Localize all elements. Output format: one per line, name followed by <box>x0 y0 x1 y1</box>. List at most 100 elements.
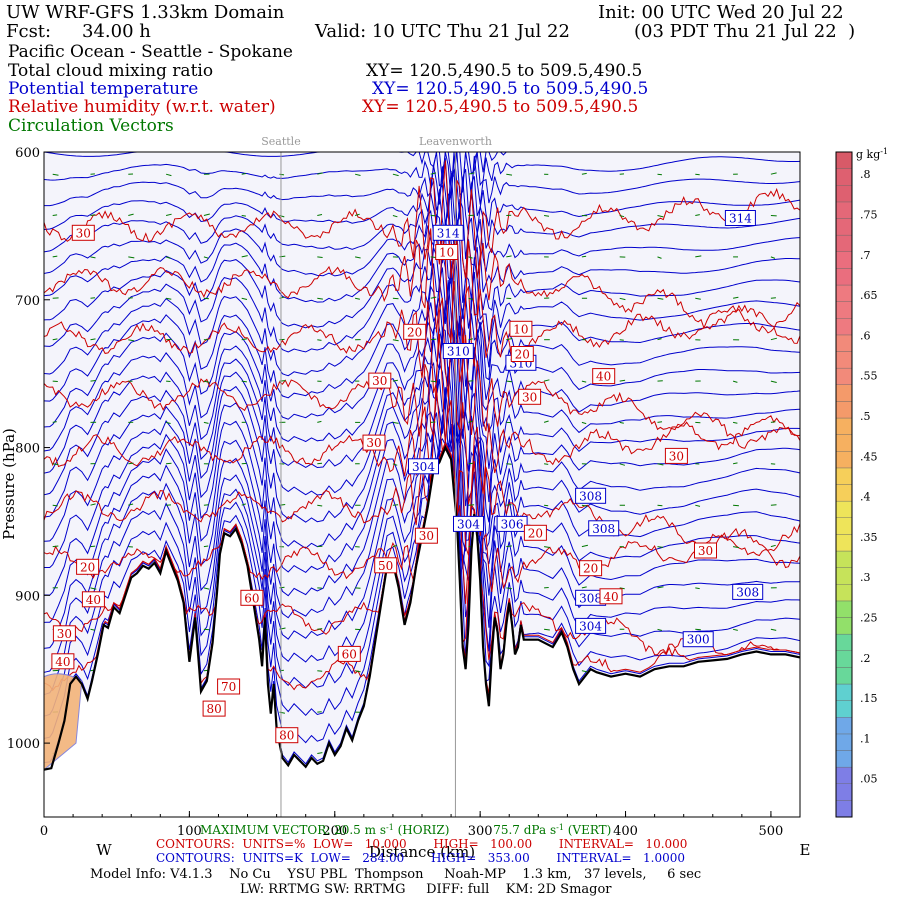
contour-label: 304 <box>457 517 480 531</box>
colorbar-swatch <box>835 218 853 236</box>
vector-arrow <box>770 337 778 341</box>
theta-contour-line <box>43 425 801 717</box>
contour-label-box <box>337 645 361 662</box>
vector-arrow <box>279 173 285 176</box>
theta-contour-line <box>43 387 801 649</box>
theta-contour-line <box>43 404 800 673</box>
vector-arrow <box>241 173 247 175</box>
colorbar-swatch <box>835 168 853 186</box>
colorbar-tick-label: .5 <box>860 410 871 423</box>
vector-arrow <box>695 173 700 176</box>
vector-arrow <box>128 297 133 299</box>
vector-arrow <box>165 256 171 259</box>
colorbar-swatch <box>835 201 853 219</box>
vector-arrow <box>279 586 285 589</box>
vector-arrow <box>770 421 776 423</box>
vector-arrow <box>279 215 285 218</box>
colorbar-frame <box>835 151 853 818</box>
contour-label: 40 <box>86 593 101 607</box>
vector-arrow <box>392 463 398 466</box>
vector-arrow <box>506 380 513 383</box>
colorbar-swatch <box>835 234 853 252</box>
x-tick-label: 400 <box>613 824 638 839</box>
vector-arrow <box>52 255 58 258</box>
vector-arrow <box>581 255 587 258</box>
vector-arrow <box>506 255 512 258</box>
vector-arrow <box>544 628 550 631</box>
vector-arrow <box>581 586 587 589</box>
rh-contour-line <box>43 387 801 516</box>
contour-label: 10 <box>439 246 454 260</box>
colorbar-swatch <box>835 584 853 602</box>
contour-label-box <box>51 653 75 670</box>
colorbar-swatch <box>835 151 853 169</box>
contour-label: 30 <box>57 627 72 641</box>
vector-arrow <box>657 215 664 218</box>
colorbar-tick-label: .45 <box>860 450 878 463</box>
vector-arrow <box>657 338 662 341</box>
colorbar-swatch <box>835 401 853 419</box>
variable-rh-xy: XY= 120.5,490.5 to 509.5,490.5 <box>362 97 639 117</box>
rh-contour-line <box>43 228 801 346</box>
contour-label-box <box>414 527 438 544</box>
vector-arrow <box>203 256 209 259</box>
vector-arrow <box>657 504 663 507</box>
vector-arrow <box>619 215 625 218</box>
contour-label-box <box>575 617 607 634</box>
contour-label: 308 <box>736 585 759 599</box>
colorbar-swatch <box>835 417 853 435</box>
contour-label-box <box>374 557 398 574</box>
vector-arrow <box>657 628 663 631</box>
y-tick-label: 700 <box>15 294 40 309</box>
vector-arrow <box>354 670 361 673</box>
vector-arrow <box>543 420 549 423</box>
colorbar-swatch <box>835 334 853 352</box>
contour-label: 10 <box>513 322 528 336</box>
colorbar-tick-label: .3 <box>860 571 871 584</box>
physics-info: LW: RRTMG SW: RRTMG DIFF: full KM: 2D Sm… <box>240 882 612 897</box>
colorbar-tick-label: .75 <box>860 209 878 222</box>
vector-arrow <box>544 215 550 217</box>
x-tick-label: 100 <box>177 824 202 839</box>
colorbar-tick-label: .55 <box>860 370 878 383</box>
vector-arrow <box>203 380 210 383</box>
contour-label-box <box>724 210 756 226</box>
vector-arrow <box>128 256 135 259</box>
contour-label: 30 <box>76 226 91 240</box>
vector-arrow <box>90 587 97 590</box>
vector-arrow <box>317 339 322 341</box>
contour-label-box <box>240 589 264 606</box>
axes: 0 100 200 300 400 500 1000 900 800 700 600 <box>7 146 801 839</box>
region-title: Pacific Ocean - Seattle - Spokane <box>8 42 293 62</box>
colorbar-tick-label: .05 <box>860 773 878 786</box>
colorbar-swatch <box>835 384 853 402</box>
contour-label: 306 <box>501 517 524 531</box>
contour-label: 80 <box>206 702 221 716</box>
theta-contour-line <box>44 367 801 597</box>
vector-arrow <box>392 215 398 218</box>
y-tick-label: 800 <box>15 442 40 457</box>
contour-label-box <box>71 224 95 241</box>
vector-arrow <box>128 503 134 506</box>
vector-arrow <box>128 339 135 342</box>
x-tick-label: 500 <box>759 824 784 839</box>
variable-theta-xy: XY= 120.5,490.5 to 509.5,490.5 <box>372 79 649 99</box>
vector-arrow <box>770 172 777 175</box>
colorbar-swatch <box>835 451 853 469</box>
contour-label-box <box>453 515 484 532</box>
contour-label-box <box>509 320 533 337</box>
contour-label: 304 <box>412 460 435 474</box>
vector-arrow <box>166 462 172 465</box>
vector-arrow <box>90 545 96 548</box>
vector-arrow <box>279 711 286 714</box>
vector-arrow <box>90 338 96 341</box>
contour-label-box <box>523 524 547 541</box>
colorbar: .05 .1 .15 .2 .25 .3 .35 .4 .45 .5 .55 .6 .65 .7 .75 .8 <box>835 151 878 818</box>
colorbar-swatch <box>835 484 853 502</box>
x-end-right: E <box>800 841 811 859</box>
vector-arrow <box>90 503 96 506</box>
vector-arrow <box>90 628 96 631</box>
vector-arrow <box>279 255 286 258</box>
